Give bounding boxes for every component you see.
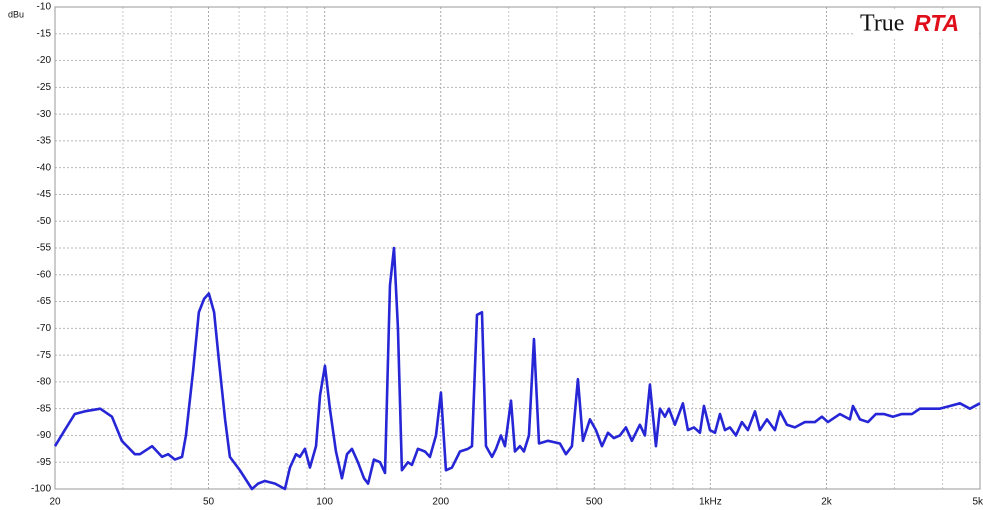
y-tick-label: -70 (37, 323, 52, 334)
logo-true: True (860, 11, 904, 37)
y-tick-label: -30 (37, 109, 52, 120)
y-tick-label: -55 (37, 243, 52, 254)
y-tick-label: -95 (37, 457, 52, 468)
x-tick-label: 500 (586, 497, 603, 508)
y-tick-label: -45 (37, 189, 52, 200)
y-tick-label: -35 (37, 136, 52, 147)
y-tick-label: -20 (37, 55, 52, 66)
y-tick-label: -85 (37, 403, 52, 414)
y-tick-label: -60 (37, 269, 52, 280)
plot-frame (54, 6, 981, 490)
y-tick-label: -25 (37, 82, 52, 93)
y-tick-label: -65 (37, 296, 52, 307)
spectrum-line (53, 246, 981, 491)
x-tick-label: 20 (49, 497, 61, 508)
y-tick-label: -10 (37, 2, 52, 13)
y-tick-label: -90 (37, 430, 52, 441)
y-tick-label: -100 (31, 484, 51, 495)
x-tick-label: 100 (316, 497, 333, 508)
x-tick-label: 1kHz (699, 497, 722, 508)
x-tick-label: 2k (821, 497, 833, 508)
logo-rta: RTA (914, 10, 959, 36)
y-tick-label: -75 (37, 350, 52, 361)
y-tick-label: -15 (37, 28, 52, 39)
marks (53, 246, 981, 491)
y-axis-label: dBu (8, 9, 24, 19)
y-tick-label: -40 (37, 162, 52, 173)
y-tick-label: -50 (37, 216, 52, 227)
x-tick-label: 5k (972, 497, 983, 508)
x-tick-label: 200 (432, 497, 449, 508)
y-tick-label: -80 (37, 377, 52, 388)
x-tick-label: 50 (203, 497, 215, 508)
logo-box (855, 9, 977, 39)
